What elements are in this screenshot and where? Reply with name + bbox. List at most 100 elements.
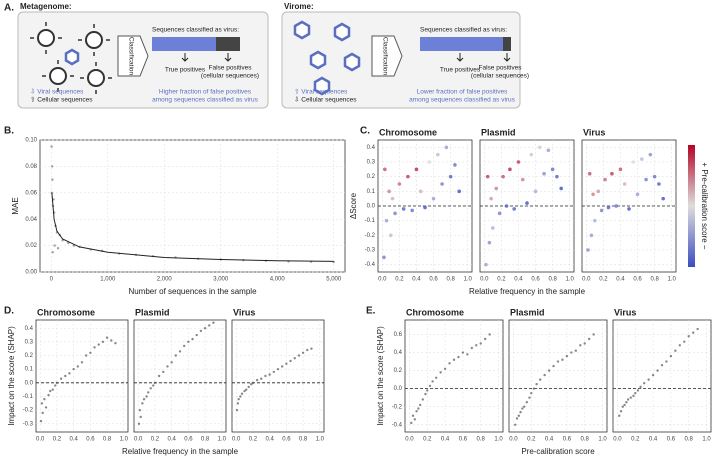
point	[389, 233, 393, 238]
point	[39, 419, 43, 423]
note: among sequences classified as virus	[152, 97, 259, 104]
point	[51, 251, 54, 254]
true-label: True positives	[440, 67, 481, 74]
point	[631, 160, 636, 164]
x-tick-label: 0.8	[685, 437, 694, 443]
point	[145, 395, 148, 398]
point	[387, 189, 391, 194]
y-tick-label: 0.00	[25, 270, 37, 276]
facet-frame	[133, 319, 227, 433]
x-tick-label: 0.0	[405, 437, 414, 443]
facet-title: Virus	[233, 307, 255, 317]
y-tick-label: 0.4	[394, 350, 403, 356]
y-tick-label: 0.3	[25, 339, 34, 345]
x-tick-label: 1.0	[668, 277, 677, 283]
point	[648, 152, 653, 157]
point	[47, 393, 50, 397]
point	[489, 196, 493, 201]
y-tick-label: 0.0	[394, 386, 403, 392]
x-axis-label: Pre-calibration score	[521, 447, 595, 456]
note: among sequences classified as virus	[409, 97, 516, 104]
point	[565, 354, 569, 358]
y-axis-label: Impact on the score (SHAP)	[7, 326, 16, 426]
point	[570, 351, 573, 354]
point	[622, 182, 627, 186]
point	[43, 398, 46, 401]
point	[533, 189, 538, 194]
point	[589, 233, 594, 238]
point	[431, 196, 436, 201]
point	[636, 389, 640, 392]
point	[660, 363, 664, 367]
y-tick-label: 0.1	[367, 189, 376, 195]
point	[236, 402, 240, 405]
point	[448, 362, 451, 365]
metagenome-box: Metagenome: Classification Sequences cla…	[17, 2, 269, 109]
y-tick-label: -0.1	[23, 394, 34, 400]
facet-frame	[612, 319, 712, 433]
point	[538, 145, 542, 150]
panel-label: E.	[366, 306, 376, 317]
classifier-shape	[117, 35, 149, 77]
point	[114, 342, 117, 345]
point	[240, 392, 244, 395]
point	[191, 337, 194, 341]
point	[508, 167, 512, 172]
point	[593, 218, 597, 223]
point	[443, 367, 447, 370]
point	[614, 204, 618, 208]
y-tick-label: 0.3	[367, 160, 376, 166]
point	[413, 418, 416, 421]
arrows	[181, 53, 232, 62]
point	[41, 411, 44, 415]
point	[483, 337, 487, 341]
point	[84, 354, 88, 357]
x-tick-label: 0.2	[527, 437, 536, 443]
y-tick-label: 0.08	[25, 164, 37, 170]
point	[520, 177, 525, 182]
point	[444, 145, 449, 150]
point	[170, 361, 173, 364]
point	[606, 205, 611, 210]
point	[80, 361, 84, 364]
point	[76, 365, 80, 368]
virus-icons	[293, 20, 361, 96]
point	[504, 204, 509, 208]
x-tick-label: 0.4	[616, 277, 625, 283]
facet-title: Virus	[614, 307, 636, 317]
point	[243, 389, 246, 393]
x-tick-label: 0.2	[497, 277, 506, 283]
point	[661, 196, 665, 201]
x-tick-label: 0.6	[429, 277, 438, 283]
point	[627, 207, 631, 211]
x-tick-label: 0.0	[613, 437, 622, 443]
fit-line	[51, 192, 334, 262]
point	[251, 381, 255, 385]
point	[54, 384, 57, 387]
point	[178, 350, 182, 353]
y-tick-label: 0.1	[25, 367, 34, 373]
y-tick-label: 0.2	[367, 174, 376, 180]
x-axis-label: Relative frequency in the sample	[122, 447, 239, 456]
point	[268, 373, 271, 376]
point	[635, 192, 640, 197]
x-tick-label: 0.8	[581, 437, 590, 443]
point	[487, 240, 492, 245]
point	[250, 382, 253, 386]
point	[237, 398, 240, 401]
y-tick-label: -0.3	[23, 421, 34, 427]
point	[525, 201, 529, 205]
point	[521, 407, 524, 410]
classification-label: Classification	[127, 37, 134, 76]
point	[276, 367, 280, 371]
x-tick-label: 0.6	[86, 437, 95, 443]
y-tick-label: -0.1	[365, 218, 376, 224]
point	[555, 174, 559, 179]
x-tick-label: 1.0	[120, 437, 129, 443]
point	[414, 167, 419, 172]
point	[44, 406, 48, 409]
point	[475, 344, 478, 347]
point	[101, 340, 105, 344]
point	[547, 369, 551, 372]
note: Lower fraction of false positives	[417, 89, 508, 96]
